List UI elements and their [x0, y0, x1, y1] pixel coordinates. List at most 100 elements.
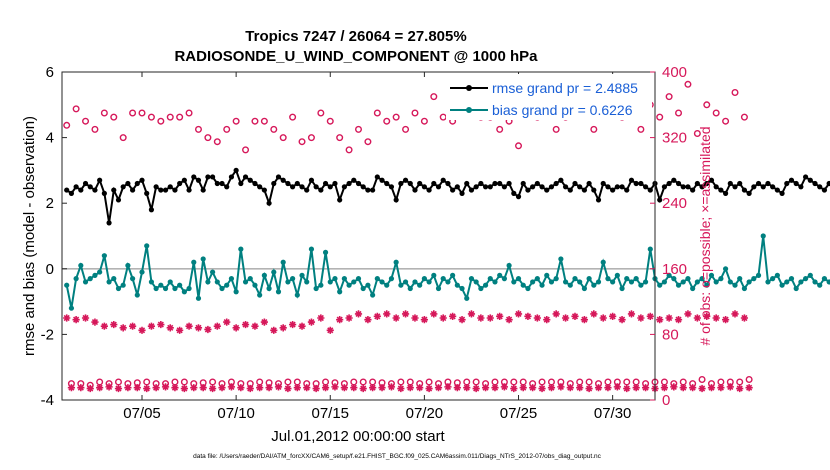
obs-assimilated-point [703, 312, 711, 320]
legend-box [446, 74, 652, 120]
obs-possible-point [430, 93, 438, 101]
data-point [704, 180, 710, 187]
data-point [219, 285, 225, 292]
data-point [520, 180, 526, 187]
obs-possible-point [204, 134, 212, 142]
obs-assimilated-point [213, 322, 221, 330]
data-point [803, 276, 809, 282]
obs-possible-point [129, 109, 137, 117]
y2-tick-label: 0 [662, 392, 670, 409]
obs-assimilated-point [693, 314, 701, 322]
obs-assimilated-point [265, 384, 273, 392]
data-point [459, 190, 465, 196]
data-point [393, 259, 399, 265]
obs-assimilated-point [180, 384, 188, 393]
obs-possible-point [411, 109, 419, 117]
data-point [722, 190, 729, 196]
data-point [788, 276, 795, 282]
obs-possible-point [392, 113, 400, 121]
obs-assimilated-point [599, 314, 607, 322]
obs-possible-point [660, 378, 668, 386]
data-point [341, 184, 347, 190]
data-point [572, 276, 578, 282]
obs-assimilated-point [571, 312, 579, 320]
data-point [680, 279, 686, 285]
obs-assimilated-point [463, 384, 471, 392]
data-point [153, 285, 159, 292]
data-point [605, 184, 611, 190]
obs-possible-point [119, 134, 127, 142]
data-point [417, 180, 423, 187]
data-point [162, 187, 169, 193]
data-point [468, 276, 475, 282]
obs-assimilated-point [561, 314, 570, 322]
obs-possible-point [251, 117, 259, 125]
obs-assimilated-point [740, 314, 749, 322]
data-point [450, 187, 456, 193]
data-point [148, 207, 155, 213]
obs-assimilated-point [731, 310, 739, 318]
obs-assimilated-point [321, 384, 330, 392]
data-point [210, 269, 216, 275]
data-point [186, 285, 192, 292]
x-axis-label: Jul.01,2012 00:00:00 start [271, 428, 445, 445]
data-point [129, 187, 136, 193]
obs-assimilated-point [467, 310, 476, 318]
obs-assimilated-point [627, 310, 636, 318]
data-point [332, 276, 338, 282]
data-point [454, 282, 460, 288]
data-point [87, 276, 93, 282]
obs-assimilated-point [434, 384, 443, 392]
data-point [619, 285, 625, 292]
data-point [440, 177, 446, 183]
data-point [144, 190, 150, 196]
obs-possible-point [336, 134, 344, 142]
data-point [445, 279, 451, 285]
obs-possible-point [270, 125, 278, 133]
obs-assimilated-point [576, 384, 584, 392]
data-point [322, 180, 329, 187]
obs-possible-point [515, 142, 523, 150]
series-5 [67, 383, 753, 393]
obs-possible-point [72, 105, 80, 113]
data-point [591, 282, 597, 288]
obs-possible-point [209, 378, 217, 386]
data-point [732, 184, 738, 190]
obs-assimilated-point [416, 384, 424, 392]
data-point [595, 197, 602, 203]
obs-assimilated-point [397, 384, 405, 393]
data-point [459, 285, 465, 292]
data-point [492, 279, 498, 285]
data-point [238, 180, 244, 187]
obs-assimilated-point [665, 314, 673, 322]
obs-assimilated-point [345, 314, 353, 322]
obs-possible-point [194, 125, 202, 133]
data-point [111, 187, 117, 193]
data-point [78, 262, 84, 269]
obs-assimilated-point [246, 384, 254, 393]
obs-possible-point [665, 93, 673, 101]
obs-assimilated-point [298, 322, 306, 330]
obs-assimilated-point [477, 314, 485, 322]
data-point [605, 276, 611, 282]
data-point [464, 180, 470, 187]
data-point [64, 282, 70, 288]
data-point [280, 259, 286, 265]
obs-assimilated-point [736, 384, 744, 393]
data-point [473, 184, 479, 190]
data-point [341, 276, 347, 282]
data-point [304, 187, 310, 193]
obs-assimilated-point [67, 384, 76, 392]
data-point [318, 282, 324, 288]
data-point [567, 282, 573, 288]
obs-assimilated-point [590, 310, 598, 318]
obs-possible-point [242, 146, 250, 154]
data-point [294, 292, 300, 298]
plot-frame [61, 71, 656, 401]
data-point [562, 279, 569, 285]
data-point [506, 262, 512, 269]
data-point [214, 180, 220, 187]
data-point [478, 285, 484, 292]
data-point [167, 184, 173, 190]
data-point [242, 174, 249, 180]
